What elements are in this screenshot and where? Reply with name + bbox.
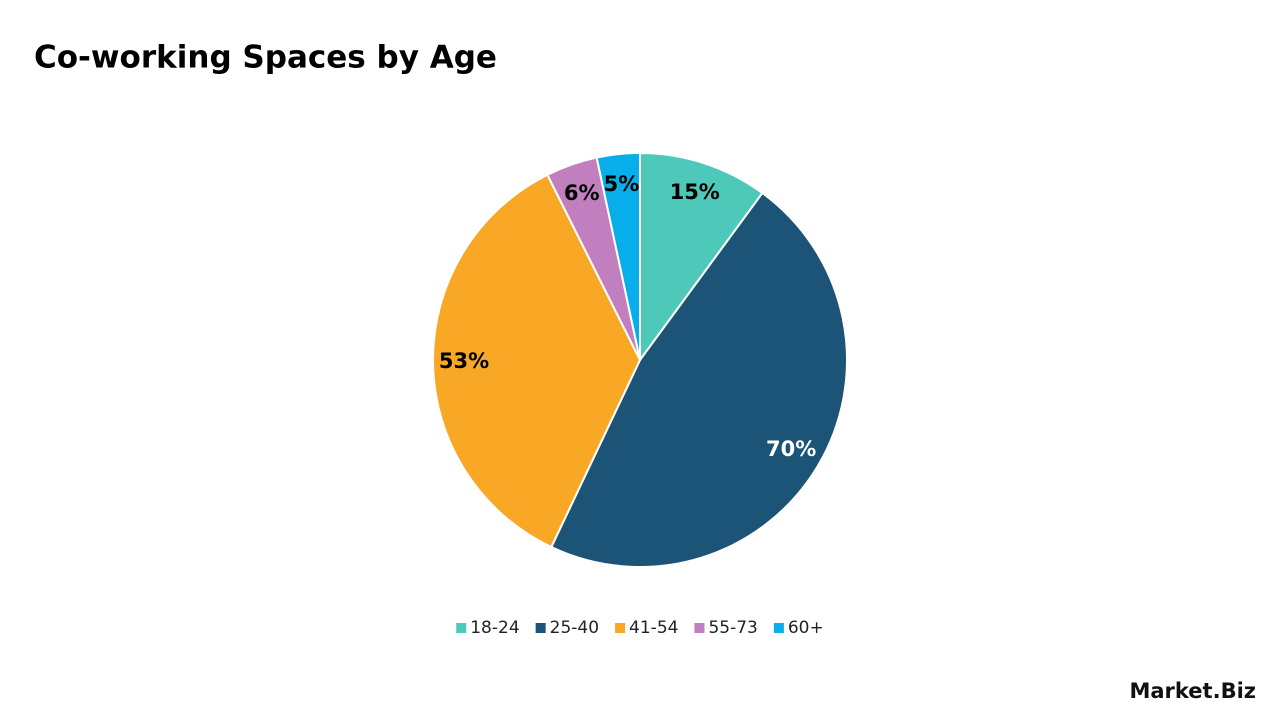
pie-slice [595,151,641,361]
data-label: 5% [604,172,640,196]
legend-label: 60+ [788,618,824,638]
legend-swatch [773,623,784,633]
legend-swatch [535,623,546,633]
legend-label: 41-54 [629,618,678,638]
data-label: 53% [439,349,489,373]
watermark: Market.Biz [1129,679,1256,703]
data-label: 6% [564,181,600,205]
pie-slice [549,191,848,568]
legend-label: 25-40 [550,618,599,638]
chart-title: Co-working Spaces by Age [34,40,497,76]
legend-label: 55-73 [708,618,757,638]
legend-swatch [456,623,467,633]
legend-label: 18-24 [470,618,519,638]
pie-slice [432,173,642,549]
data-label: 15% [670,180,720,204]
legend: 18-24 25-40 41-54 55-73 60+ [456,618,824,638]
data-label: 70% [766,437,816,461]
legend-swatch [694,623,705,633]
pie-slice [639,151,764,364]
legend-swatch [615,623,626,633]
